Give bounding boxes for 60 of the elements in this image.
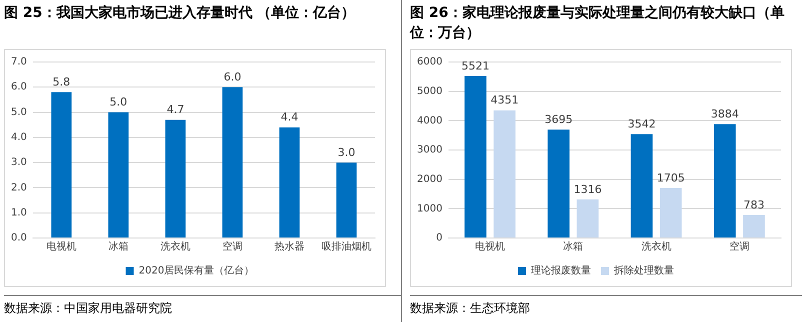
legend-label: 理论报废数量: [531, 264, 591, 277]
bar: [108, 112, 129, 238]
bar: [548, 130, 570, 238]
y-tick-label: 2.0: [10, 182, 27, 194]
data-label: 5.8: [52, 76, 70, 89]
y-tick-label: 2000: [416, 174, 442, 185]
bar: [336, 162, 357, 238]
data-label: 783: [743, 198, 764, 212]
y-tick-label: 0.0: [10, 232, 27, 244]
chart-title: 图 26：家电理论报废量与实际处理量之间仍有较大缺口（单位：万台）: [410, 4, 786, 43]
x-tick-label: 电视机: [46, 240, 76, 253]
bar: [222, 87, 243, 238]
y-tick-label: 5.0: [10, 106, 27, 118]
y-tick-label: 7.0: [10, 56, 27, 68]
y-tick-label: 6000: [416, 56, 442, 68]
x-tick-label: 空调: [729, 240, 750, 253]
bar: [743, 215, 765, 238]
source-note: 数据来源：生态环境部: [410, 300, 531, 317]
data-label: 1705: [656, 171, 685, 184]
x-tick-label: 洗衣机: [641, 240, 672, 253]
y-tick-label: 5000: [416, 86, 442, 97]
bar: [714, 124, 736, 238]
bar: [464, 76, 486, 238]
y-tick-label: 4000: [416, 115, 442, 126]
data-label: 4.7: [166, 103, 184, 116]
bar: [660, 188, 682, 238]
x-tick-label: 热水器: [274, 240, 304, 253]
y-tick-label: 3.0: [10, 157, 27, 168]
data-label: 4.4: [280, 110, 298, 124]
legend-label: 2020居民保有量（亿台）: [138, 264, 254, 277]
data-label: 3884: [710, 107, 739, 120]
y-tick-label: 0: [436, 232, 442, 244]
data-label: 3542: [628, 117, 656, 130]
y-tick-label: 3000: [416, 144, 442, 156]
data-label: 3.0: [338, 146, 356, 159]
data-label: 5.0: [110, 96, 128, 109]
y-tick-label: 6.0: [10, 82, 27, 93]
bar: [51, 92, 72, 238]
y-tick-label: 1000: [416, 203, 442, 214]
bar: [165, 120, 186, 238]
x-tick-label: 冰箱: [563, 240, 584, 253]
data-label: 1316: [574, 182, 602, 196]
y-tick-label: 4.0: [10, 132, 27, 144]
data-label: 4351: [490, 94, 519, 107]
source-note: 数据来源：中国家用电器研究院: [4, 300, 173, 317]
data-label: 5521: [461, 59, 490, 72]
bar: [576, 199, 599, 238]
x-tick-label: 空调: [222, 240, 242, 253]
legend-label: 拆除处理数量: [613, 264, 674, 277]
x-tick-label: 电视机: [475, 240, 506, 253]
chart-title: 图 25：我国大家电市场已进入存量时代 （单位：亿台）: [4, 4, 356, 23]
bar: [494, 110, 516, 238]
x-tick-label: 吸排油烟机: [321, 240, 372, 253]
bar: [279, 127, 300, 238]
data-label: 6.0: [224, 70, 242, 84]
y-tick-label: 1.0: [10, 207, 27, 218]
bar: [630, 134, 653, 238]
x-tick-label: 洗衣机: [160, 240, 190, 253]
data-label: 3695: [544, 112, 573, 126]
x-tick-label: 冰箱: [108, 240, 128, 253]
